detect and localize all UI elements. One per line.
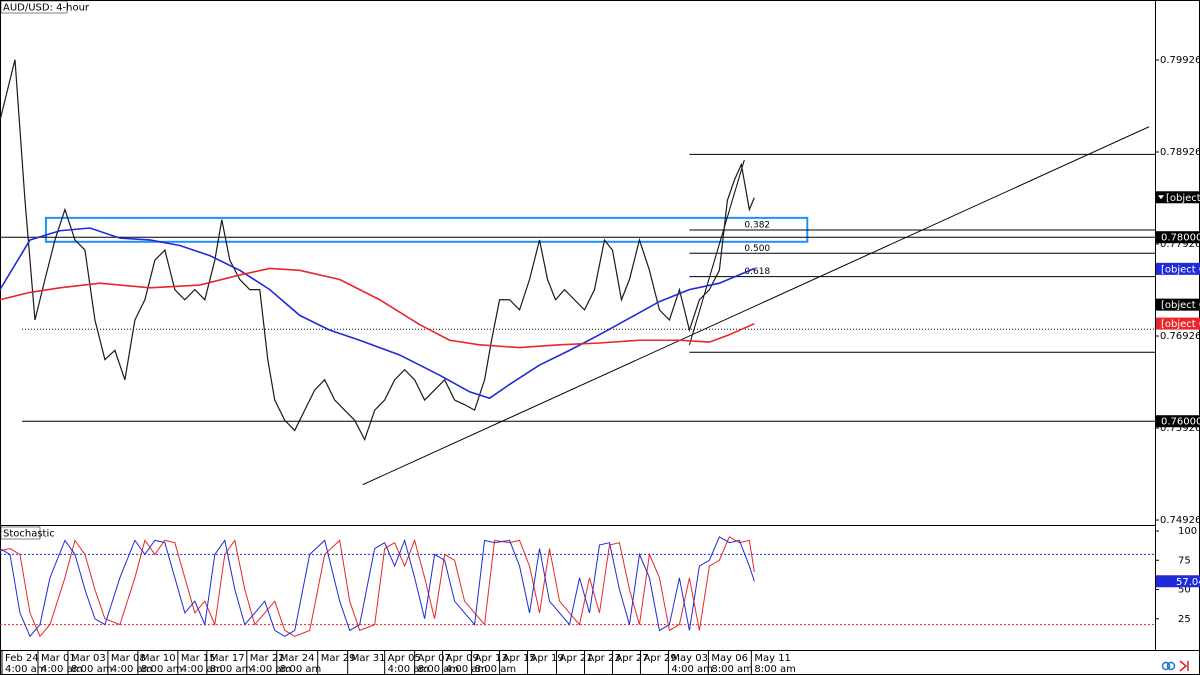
y-tick-label: 25 xyxy=(1178,614,1191,625)
moving-average xyxy=(0,267,755,349)
x-tick-label: Apr 07 xyxy=(418,653,451,664)
x-tick-label: Apr 13 xyxy=(475,653,508,664)
fib-label: 0.618 xyxy=(744,267,770,277)
x-tick-time-label: 4:00 am xyxy=(446,664,488,675)
y-tick-label: 0.79926 xyxy=(1160,55,1200,66)
x-tick-time-label: 4:00 am xyxy=(5,664,47,675)
x-tick-time-label: 8:00 am xyxy=(280,664,322,675)
x-tick-label: Mar 17 xyxy=(210,653,245,664)
stochastic-marker-label: 57.04 xyxy=(1176,577,1200,588)
price-marker xyxy=(1156,191,1200,204)
x-tick-label: May 11 xyxy=(754,653,791,664)
y-tick-label: 0.78926 xyxy=(1160,147,1200,158)
price-marker-label: [object Object] xyxy=(1161,264,1200,275)
link-icon[interactable] xyxy=(1161,661,1171,671)
y-tick-label: 75 xyxy=(1178,555,1191,566)
stochastic-line xyxy=(0,536,755,638)
x-tick-label: May 06 xyxy=(711,653,748,664)
y-tick-label: 0.77926 xyxy=(1160,239,1200,250)
x-tick-label: Mar 10 xyxy=(141,653,176,664)
x-tick-time-label: 8:00 am xyxy=(210,664,252,675)
x-tick-label: Mar 22 xyxy=(250,653,285,664)
x-tick-time-label: 4:00 am xyxy=(41,664,83,675)
x-tick-label: Mar 15 xyxy=(181,653,216,664)
x-tick-label: Apr 15 xyxy=(503,653,536,664)
price-marker-label: [object Object] xyxy=(1166,193,1200,204)
price-line xyxy=(0,59,755,442)
x-tick-time-label: 8:00 am xyxy=(141,664,183,675)
current-price-arrow xyxy=(1158,195,1164,200)
price-marker-label: 0.76000 xyxy=(1161,417,1200,428)
y-tick-label: 100 xyxy=(1178,526,1197,537)
price-marker xyxy=(1156,415,1200,428)
x-tick-label: Apr 29 xyxy=(643,653,676,664)
y-tick-label: 0.74926 xyxy=(1160,515,1200,526)
price-marker xyxy=(1156,317,1200,330)
price-marker-label: [object Object] xyxy=(1161,300,1200,311)
x-tick-time-label: 8:00 am xyxy=(754,664,796,675)
price-marker xyxy=(1156,262,1200,275)
x-tick-label: Mar 31 xyxy=(351,653,386,664)
x-tick-time-label: 8:00 am xyxy=(71,664,113,675)
price-marker xyxy=(1156,231,1200,244)
x-tick-time-label: 4:00 am xyxy=(250,664,292,675)
y-tick-label: 50 xyxy=(1178,585,1191,596)
x-tick-time-label: 4:00 am xyxy=(111,664,153,675)
link-icon[interactable] xyxy=(1166,661,1176,671)
stochastic-line xyxy=(0,536,755,638)
stoch-title-box xyxy=(0,526,41,540)
price-marker-label: [object Object] xyxy=(1161,319,1200,330)
x-tick-label: Mar 01 xyxy=(41,653,76,664)
stochastic-panel: 100 75 50 25 57.04 xyxy=(0,526,1200,638)
x-tick-label: Apr 05 xyxy=(388,653,421,664)
x-tick-time-label: 8:00 am xyxy=(711,664,753,675)
x-tick-label: Mar 24 xyxy=(280,653,315,664)
x-tick-label: Apr 09 xyxy=(446,653,479,664)
trendline xyxy=(688,159,745,345)
scroll-end-icon[interactable] xyxy=(1179,660,1189,672)
main-panel: 0.79926 0.78926 0.77926 0.76926 0.75926 0.749… xyxy=(0,55,1200,526)
x-tick-label: Mar 08 xyxy=(111,653,146,664)
x-tick-label: Apr 19 xyxy=(531,653,564,664)
price-marker-label: 0.78000 xyxy=(1161,233,1200,244)
x-tick-label: May 03 xyxy=(671,653,708,664)
stochastic-marker xyxy=(1156,575,1200,588)
moving-average xyxy=(0,227,755,400)
x-tick-time-label: 4:00 am xyxy=(181,664,223,675)
trendline xyxy=(362,126,1150,486)
x-tick-label: Mar 29 xyxy=(321,653,356,664)
x-tick-label: Feb 24 xyxy=(5,653,39,664)
x-tick-time-label: 8:00 am xyxy=(475,664,517,675)
x-tick-label: Mar 03 xyxy=(71,653,106,664)
price-marker xyxy=(1156,298,1200,311)
stochastic-title: Stochastic xyxy=(3,529,55,540)
x-tick-label: Apr 23 xyxy=(587,653,620,664)
title-box xyxy=(0,0,68,14)
fib-label: 0.500 xyxy=(744,244,770,254)
y-tick-label: 0.76926 xyxy=(1160,331,1200,342)
toolbar-icons[interactable] xyxy=(1161,660,1189,672)
y-tick-label: 0.75926 xyxy=(1160,423,1200,434)
x-tick-time-label: 8:00 am xyxy=(418,664,460,675)
x-tick-label: Apr 21 xyxy=(560,653,593,664)
fib-label: 0.382 xyxy=(744,220,770,230)
chart-title: AUD/USD: 4-hour xyxy=(3,3,90,14)
x-tick-time-label: 4:00 am xyxy=(671,664,713,675)
x-tick-time-label: 4:00 am xyxy=(388,664,430,675)
x-tick-label: Apr 27 xyxy=(615,653,648,664)
